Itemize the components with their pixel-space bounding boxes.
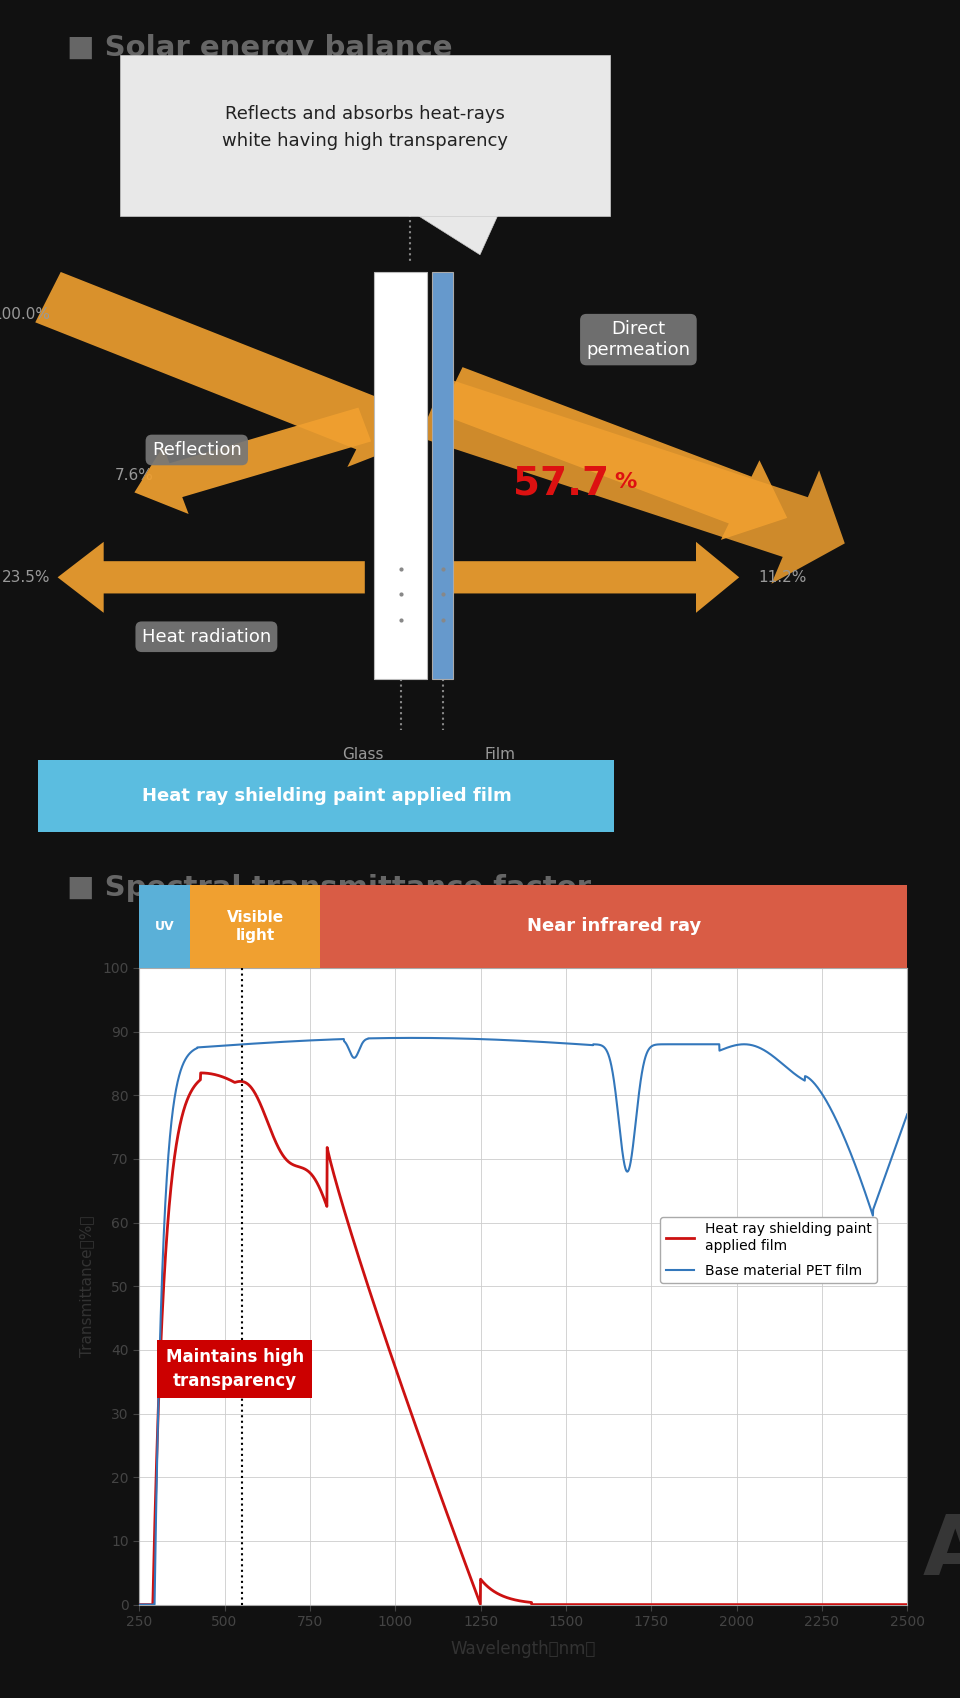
Bar xyxy=(320,885,907,968)
Text: Solar energy: Solar energy xyxy=(362,146,459,160)
Bar xyxy=(190,885,320,968)
Polygon shape xyxy=(134,408,372,514)
Text: Film: Film xyxy=(485,747,516,762)
Text: 11.2%: 11.2% xyxy=(758,571,806,584)
Text: Visible
light: Visible light xyxy=(227,910,284,942)
Text: Heat ray shielding paint applied film: Heat ray shielding paint applied film xyxy=(141,786,512,805)
Bar xyxy=(139,885,190,968)
Text: Glass: Glass xyxy=(342,747,383,762)
Legend: Heat ray shielding paint
applied film, Base material PET film: Heat ray shielding paint applied film, B… xyxy=(660,1217,877,1284)
Y-axis label: Transmittance（%）: Transmittance（%） xyxy=(79,1216,94,1357)
Text: %: % xyxy=(614,472,636,492)
Text: Near infrared ray: Near infrared ray xyxy=(526,917,701,936)
Text: Reflects and absorbs heat-rays
white having high transparency: Reflects and absorbs heat-rays white hav… xyxy=(222,105,508,149)
Polygon shape xyxy=(413,212,499,255)
Text: 57.7: 57.7 xyxy=(514,465,610,503)
Bar xyxy=(38,761,614,832)
Polygon shape xyxy=(36,272,413,467)
Text: ■ Spectral transmittance factor: ■ Spectral transmittance factor xyxy=(67,874,591,902)
Text: Heat radiation: Heat radiation xyxy=(142,628,271,645)
Text: UV: UV xyxy=(155,920,175,932)
FancyBboxPatch shape xyxy=(120,56,610,216)
Text: ■ Solar energy balance: ■ Solar energy balance xyxy=(67,34,453,61)
X-axis label: Wavelength（nm）: Wavelength（nm） xyxy=(450,1640,596,1659)
Text: 23.5%: 23.5% xyxy=(1,571,50,584)
Text: AG: AG xyxy=(923,1511,960,1593)
Text: 100.0%: 100.0% xyxy=(0,307,50,321)
Text: Reflection: Reflection xyxy=(152,441,242,458)
Text: Maintains high
transparency: Maintains high transparency xyxy=(166,1348,303,1389)
Text: Direct
permeation: Direct permeation xyxy=(587,321,690,358)
Polygon shape xyxy=(451,542,739,613)
Bar xyxy=(432,272,453,679)
Text: 7.6%: 7.6% xyxy=(115,469,154,482)
Polygon shape xyxy=(58,542,365,613)
Polygon shape xyxy=(420,377,845,584)
Bar xyxy=(374,272,427,679)
Polygon shape xyxy=(440,367,787,540)
